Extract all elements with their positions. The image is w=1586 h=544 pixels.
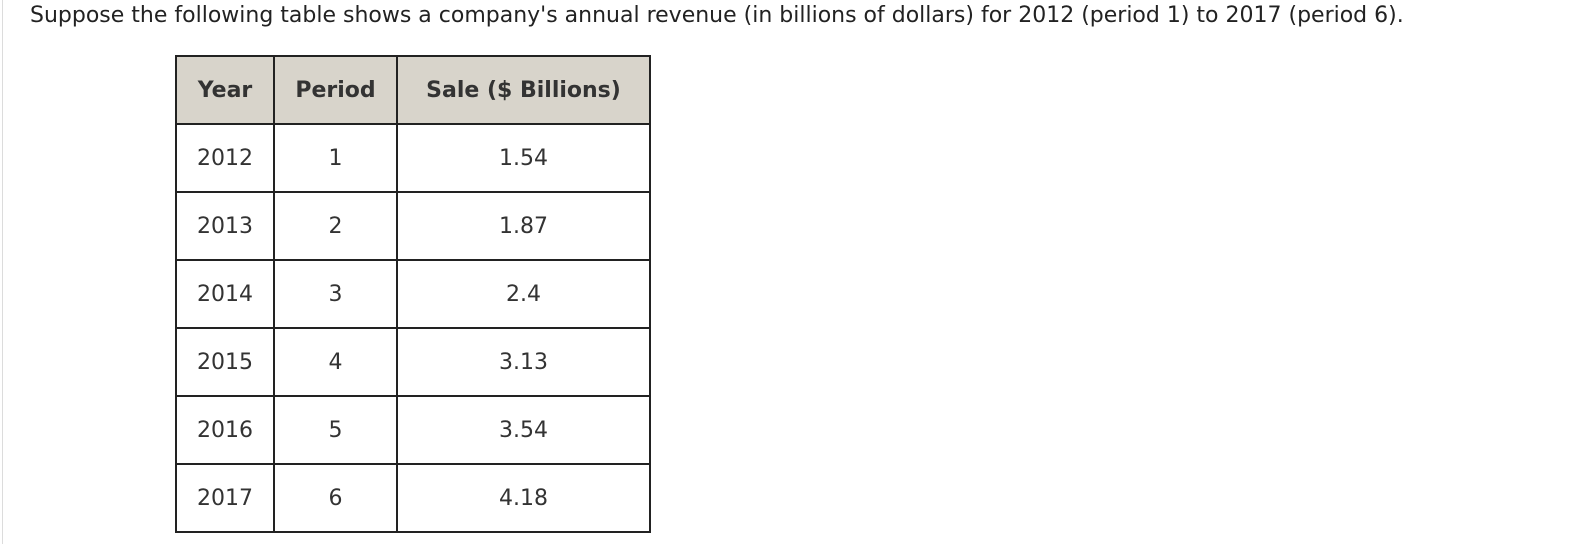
table-row: 2017 6 4.18 bbox=[175, 463, 651, 533]
period-cell: 5 bbox=[273, 395, 398, 465]
revenue-table: Year Period Sale ($ Billions) 2012 1 1.5… bbox=[175, 55, 651, 533]
table-row: 2013 2 1.87 bbox=[175, 191, 651, 261]
table-row: 2015 4 3.13 bbox=[175, 327, 651, 397]
header-sale: Sale ($ Billions) bbox=[396, 55, 651, 125]
sale-cell: 3.54 bbox=[396, 395, 651, 465]
year-cell: 2012 bbox=[175, 123, 275, 193]
sale-cell: 1.87 bbox=[396, 191, 651, 261]
sale-cell: 1.54 bbox=[396, 123, 651, 193]
table-row: 2012 1 1.54 bbox=[175, 123, 651, 193]
year-cell: 2014 bbox=[175, 259, 275, 329]
year-cell: 2013 bbox=[175, 191, 275, 261]
year-cell: 2016 bbox=[175, 395, 275, 465]
page-left-border bbox=[2, 0, 3, 544]
header-year: Year bbox=[175, 55, 275, 125]
sale-cell: 2.4 bbox=[396, 259, 651, 329]
table-row: 2016 5 3.54 bbox=[175, 395, 651, 465]
year-cell: 2015 bbox=[175, 327, 275, 397]
question-text: Suppose the following table shows a comp… bbox=[30, 3, 1404, 28]
period-cell: 3 bbox=[273, 259, 398, 329]
period-cell: 2 bbox=[273, 191, 398, 261]
period-cell: 4 bbox=[273, 327, 398, 397]
table-row: 2014 3 2.4 bbox=[175, 259, 651, 329]
sale-cell: 3.13 bbox=[396, 327, 651, 397]
year-cell: 2017 bbox=[175, 463, 275, 533]
table-header-row: Year Period Sale ($ Billions) bbox=[175, 55, 651, 125]
period-cell: 1 bbox=[273, 123, 398, 193]
header-period: Period bbox=[273, 55, 398, 125]
period-cell: 6 bbox=[273, 463, 398, 533]
sale-cell: 4.18 bbox=[396, 463, 651, 533]
